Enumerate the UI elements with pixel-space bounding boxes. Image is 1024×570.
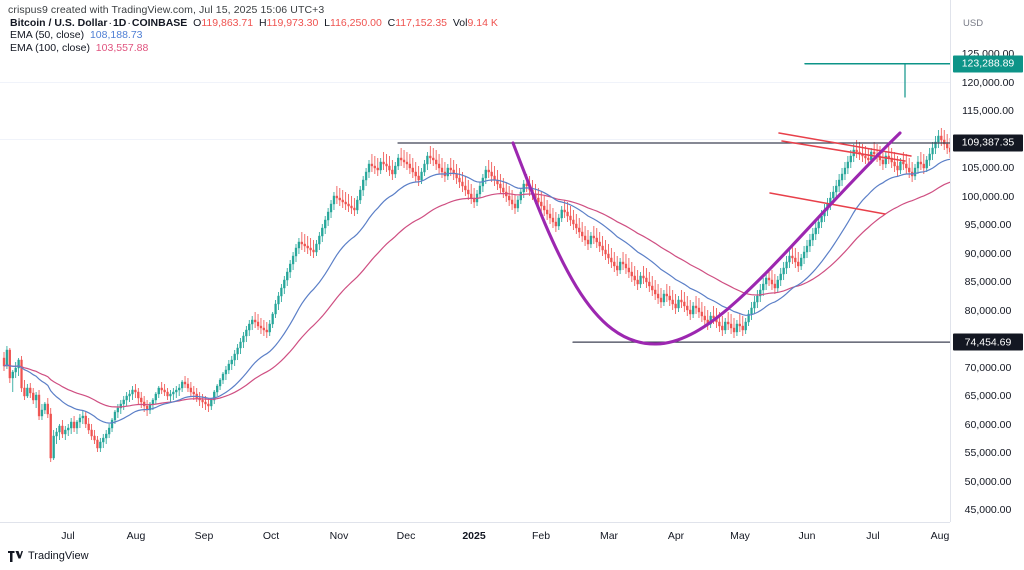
candlestick-series [2, 128, 950, 462]
ohlc-key-c: C [387, 17, 396, 29]
ema100-value: 103,557.88 [95, 41, 149, 54]
wedge-lower-trendline[interactable] [769, 192, 886, 215]
time-tick: Jul [61, 530, 75, 542]
price-tick: 65,000.00 [964, 390, 1012, 402]
ohlc-value-o: 119,863.71 [201, 17, 254, 29]
ohlc-key-l: L [324, 17, 331, 29]
legend-ema100-row[interactable]: EMA (100, close) 103,557.88 [10, 42, 498, 54]
ohlc-value-l: 116,250.00 [330, 17, 382, 29]
interval-label[interactable]: 1D [112, 17, 127, 29]
ema50-label: EMA (50, close) [10, 29, 85, 42]
tradingview-logo-icon [8, 550, 23, 562]
time-tick: Aug [126, 530, 146, 542]
support-price-badge[interactable]: 74,454.69 [953, 333, 1023, 351]
time-tick: Aug [930, 530, 950, 542]
chart-legend: Bitcoin / U.S. Dollar·1D·COINBASE O119,8… [10, 17, 498, 54]
legend-symbol-row[interactable]: Bitcoin / U.S. Dollar·1D·COINBASE O119,8… [10, 17, 498, 29]
target-price-badge[interactable]: 123,288.89 [953, 55, 1023, 73]
time-tick: 2025 [462, 530, 486, 542]
time-tick: Nov [329, 530, 349, 542]
ohlc-value-h: 119,973.30 [266, 17, 319, 29]
time-tick: Dec [396, 530, 416, 542]
time-tick: Jun [798, 530, 816, 542]
ohlc-key-o: O [193, 17, 202, 29]
tradingview-brand-label: TradingView [28, 550, 89, 562]
price-tick: 95,000.00 [964, 219, 1012, 231]
wedge-upper-trendline-2[interactable] [781, 140, 906, 162]
resistance-price-badge[interactable]: 109,387.35 [953, 134, 1023, 152]
gridlines [0, 82, 950, 140]
price-tick: 105,000.00 [961, 162, 1015, 174]
tradingview-footer[interactable]: TradingView [8, 550, 89, 562]
symbol-name[interactable]: Bitcoin / U.S. Dollar [10, 17, 108, 29]
time-tick: May [730, 530, 750, 542]
cup-and-handle-arc[interactable] [511, 131, 902, 346]
ema50-value: 108,188.73 [89, 29, 143, 42]
legend-ema50-row[interactable]: EMA (50, close) 108,188.73 [10, 29, 498, 41]
price-tick: 70,000.00 [964, 361, 1012, 374]
attribution-watermark: crispus9 created with TradingView.com, J… [8, 4, 325, 16]
time-tick: Sep [194, 530, 214, 542]
ohlc-values: O119,863.71 H119,973.30 L116,250.00 C117… [187, 17, 498, 29]
time-tick: Mar [599, 530, 619, 542]
chart-plot-area[interactable] [0, 0, 950, 522]
ohlc-value-vol: 9.14 K [467, 17, 498, 29]
price-tick: 85,000.00 [964, 276, 1012, 288]
time-tick: Feb [531, 530, 551, 542]
ohlc-key-h: H [258, 17, 267, 29]
candlestick-chart[interactable] [0, 0, 950, 522]
time-tick: Apr [667, 530, 685, 542]
price-tick: 55,000.00 [964, 447, 1012, 459]
legend-separator-2: · [127, 17, 131, 29]
price-tick: 100,000.00 [961, 190, 1015, 203]
price-tick: 50,000.00 [964, 475, 1012, 488]
legend-separator-1: · [108, 17, 112, 29]
drawing-annotations[interactable] [397, 63, 950, 346]
ema50-line [3, 158, 950, 424]
price-tick: 60,000.00 [964, 418, 1012, 431]
exchange-label[interactable]: COINBASE [131, 17, 188, 29]
ohlc-value-c: 117,152.35 [395, 17, 448, 29]
price-scale[interactable]: USD 125,000.00120,000.00115,000.00110,00… [950, 0, 1024, 522]
time-tick: Oct [262, 530, 280, 542]
price-tick: 120,000.00 [961, 76, 1015, 89]
ohlc-key-vol: Vol [452, 17, 468, 29]
time-tick: Jul [866, 530, 880, 542]
price-tick: 115,000.00 [962, 105, 1014, 117]
price-tick: 45,000.00 [964, 504, 1012, 516]
time-scale[interactable]: Jul Aug Sep Oct Nov Dec 2025 Feb Mar Apr May Jun Jul… [0, 522, 950, 548]
wedge-upper-trendline[interactable] [778, 132, 912, 157]
ema100-label: EMA (100, close) [10, 41, 90, 54]
price-tick: 80,000.00 [964, 304, 1012, 317]
price-tick: 90,000.00 [964, 247, 1012, 260]
price-scale-unit: USD [963, 18, 984, 29]
